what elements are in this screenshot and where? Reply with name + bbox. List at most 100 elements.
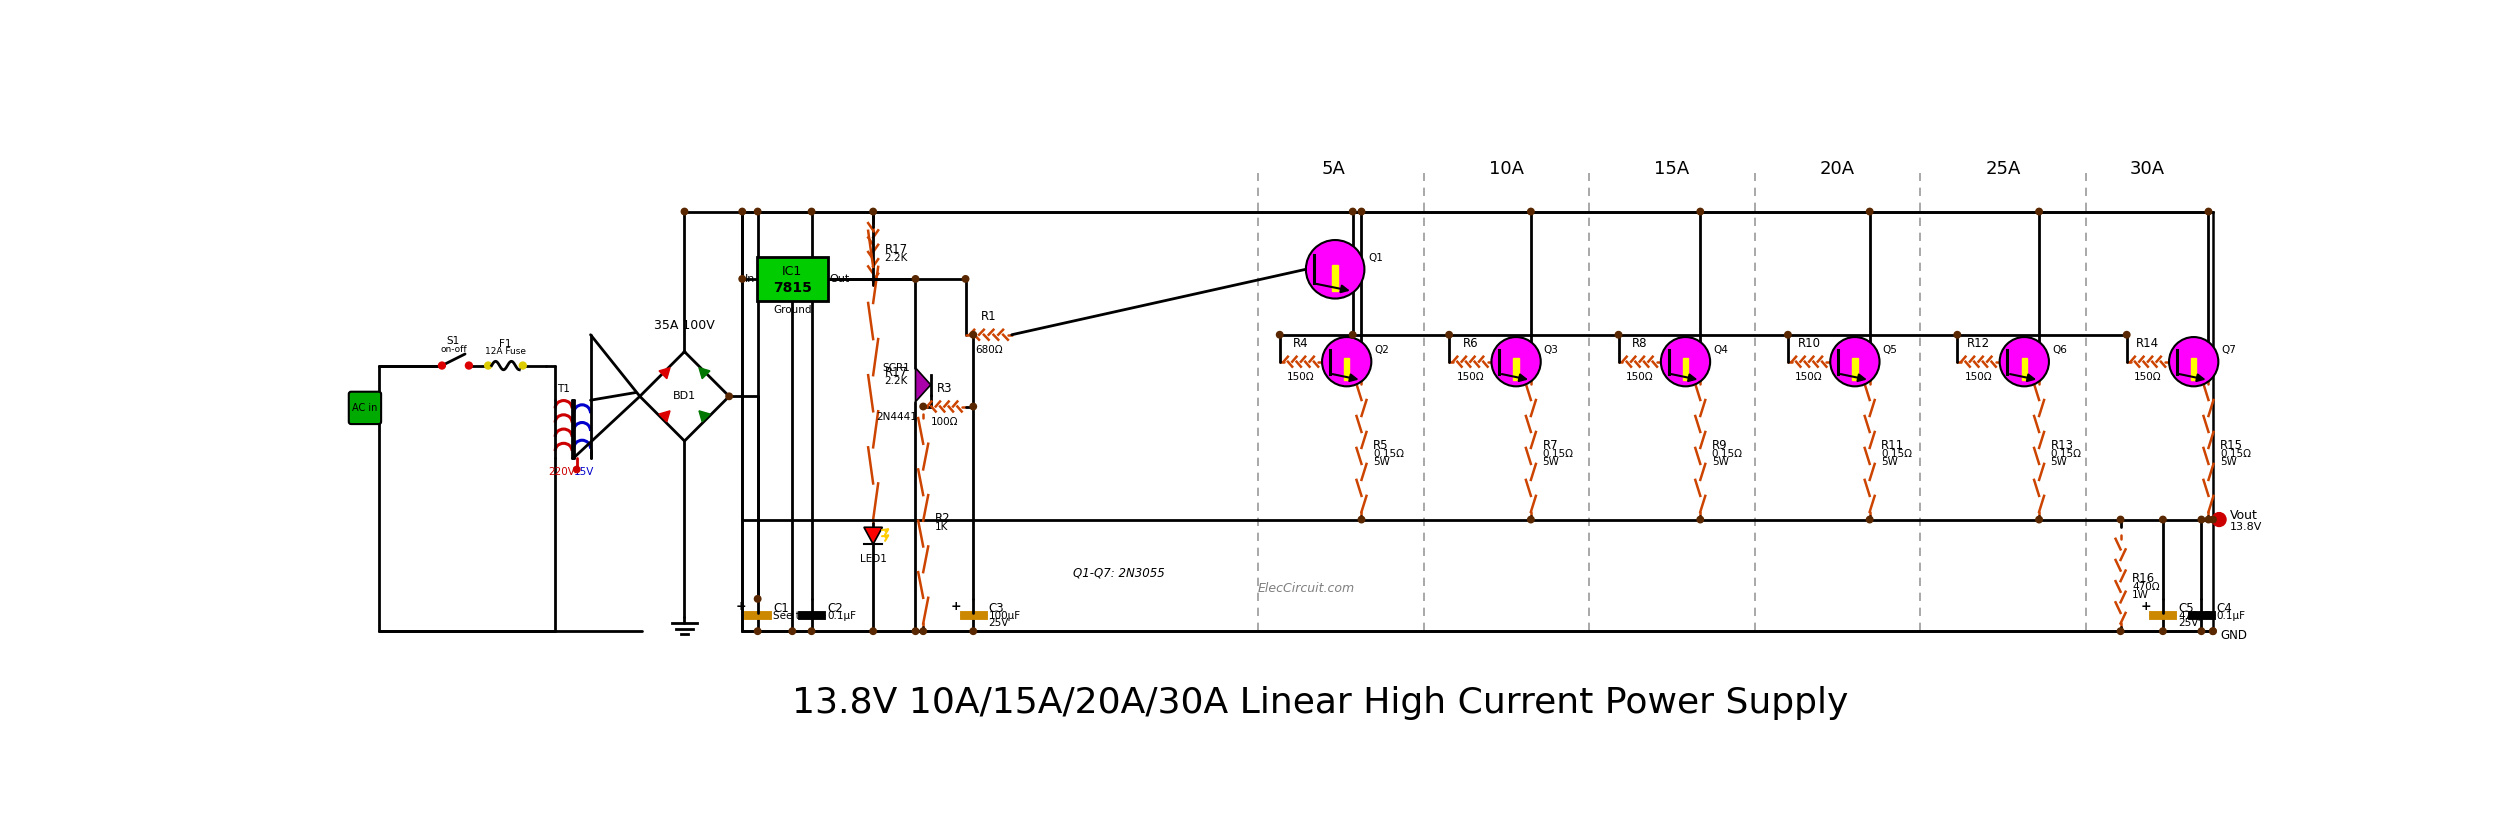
Bar	[2190, 358, 2198, 380]
Circle shape	[962, 276, 970, 282]
Text: 15V: 15V	[575, 468, 595, 477]
Circle shape	[682, 208, 688, 215]
Text: Q2: Q2	[1375, 345, 1390, 355]
Text: 10A: 10A	[1490, 160, 1525, 178]
Circle shape	[2210, 628, 2215, 634]
Circle shape	[2160, 516, 2165, 523]
Circle shape	[2212, 513, 2225, 526]
Text: 0.15Ω: 0.15Ω	[1372, 449, 1405, 459]
Circle shape	[485, 362, 492, 369]
Circle shape	[1358, 516, 1365, 523]
Circle shape	[2000, 337, 2050, 387]
Text: 25V: 25V	[2178, 619, 2198, 629]
Text: Ground: Ground	[772, 305, 812, 315]
Polygon shape	[660, 368, 670, 378]
Text: Q1-Q7: 2N3055: Q1-Q7: 2N3055	[1072, 567, 1165, 580]
Text: 30A: 30A	[2130, 160, 2165, 178]
Circle shape	[2160, 628, 2165, 634]
Text: 0.15Ω: 0.15Ω	[1713, 449, 1742, 459]
Text: R16: R16	[2132, 572, 2155, 586]
Polygon shape	[660, 411, 670, 422]
Text: C2: C2	[828, 601, 842, 615]
Text: 25A: 25A	[1985, 160, 2020, 178]
Text: 470µF: 470µF	[2178, 610, 2210, 621]
Text: R13: R13	[2050, 439, 2072, 452]
Circle shape	[1830, 337, 1880, 387]
Text: 0.15Ω: 0.15Ω	[1880, 449, 1912, 459]
Text: 15A: 15A	[1655, 160, 1690, 178]
Text: 5W: 5W	[1542, 457, 1560, 467]
Text: Q5: Q5	[1882, 345, 1898, 355]
Text: R17: R17	[885, 367, 908, 379]
Circle shape	[1278, 331, 1282, 338]
Circle shape	[2035, 516, 2042, 523]
Text: T1: T1	[558, 384, 570, 394]
Text: 0.15Ω: 0.15Ω	[2050, 449, 2082, 459]
FancyBboxPatch shape	[758, 257, 828, 301]
Text: 0.15Ω: 0.15Ω	[1542, 449, 1572, 459]
Text: 100µF: 100µF	[988, 610, 1020, 621]
Circle shape	[2198, 516, 2205, 523]
Text: 5W: 5W	[1713, 457, 1728, 467]
Text: 100Ω: 100Ω	[930, 416, 958, 426]
Text: R1: R1	[980, 311, 998, 323]
Text: R11: R11	[1880, 439, 1905, 452]
Text: 0.1µF: 0.1µF	[828, 610, 855, 621]
Bar	[1512, 358, 1520, 380]
Text: Q1: Q1	[1368, 253, 1382, 263]
Circle shape	[2118, 628, 2125, 634]
Circle shape	[1358, 208, 1365, 215]
Circle shape	[740, 208, 745, 215]
Circle shape	[1528, 208, 1535, 215]
Text: 470Ω: 470Ω	[2132, 582, 2160, 592]
Text: 20A: 20A	[1820, 160, 1855, 178]
Circle shape	[1322, 337, 1372, 387]
Circle shape	[740, 276, 745, 282]
Circle shape	[1868, 516, 1872, 523]
Circle shape	[1698, 516, 1703, 523]
Text: See text: See text	[772, 610, 818, 621]
Text: +: +	[735, 600, 745, 613]
Circle shape	[2198, 628, 2205, 634]
Text: AC in: AC in	[352, 403, 377, 413]
Text: C5: C5	[2178, 601, 2195, 615]
Text: 150Ω: 150Ω	[1625, 372, 1652, 382]
Text: 13.8V: 13.8V	[2230, 522, 2262, 532]
Text: R10: R10	[1798, 337, 1820, 350]
Text: Q4: Q4	[1713, 345, 1728, 355]
Circle shape	[1868, 208, 1872, 215]
Circle shape	[1445, 331, 1452, 338]
Bar	[1345, 358, 1350, 380]
Circle shape	[870, 628, 877, 634]
Polygon shape	[700, 411, 710, 422]
Circle shape	[465, 362, 472, 369]
Circle shape	[1615, 331, 1622, 338]
Text: 13.8V 10A/15A/20A/30A Linear High Current Power Supply: 13.8V 10A/15A/20A/30A Linear High Curren…	[792, 686, 1848, 719]
Text: 5A: 5A	[1322, 160, 1345, 178]
Circle shape	[2205, 208, 2212, 215]
Text: 2.2K: 2.2K	[885, 377, 908, 387]
Text: 220V: 220V	[548, 468, 575, 477]
Circle shape	[2170, 337, 2218, 387]
Circle shape	[438, 362, 445, 369]
Text: F1: F1	[500, 339, 512, 349]
Text: Q7: Q7	[2222, 345, 2238, 355]
Text: 1K: 1K	[935, 522, 948, 532]
Text: GND: GND	[2220, 629, 2248, 642]
Text: Vout: Vout	[2230, 509, 2258, 522]
Text: R7: R7	[1542, 439, 1558, 452]
Text: In: In	[745, 274, 755, 284]
Text: S1: S1	[448, 336, 460, 346]
Text: R15: R15	[2220, 439, 2242, 452]
Circle shape	[1350, 208, 1355, 215]
Text: R8: R8	[1632, 337, 1648, 350]
Circle shape	[755, 628, 760, 634]
Circle shape	[755, 208, 760, 215]
Text: 5W: 5W	[2220, 457, 2238, 467]
Text: R5: R5	[1372, 439, 1388, 452]
Text: R12: R12	[1968, 337, 1990, 350]
Text: C4: C4	[2218, 601, 2232, 615]
Polygon shape	[700, 368, 710, 378]
Circle shape	[572, 466, 580, 473]
Text: Q6: Q6	[2052, 345, 2068, 355]
